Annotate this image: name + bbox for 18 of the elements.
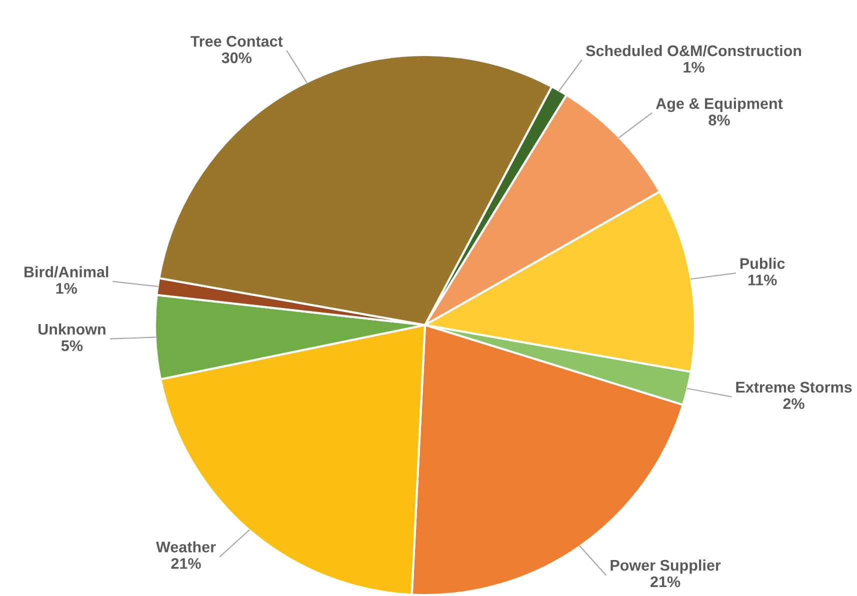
data-label: 1% (56, 283, 77, 294)
data-label: 5% (61, 340, 83, 352)
slice-label: Public (740, 258, 785, 269)
slice-label: Scheduled O&M/Construction (586, 44, 802, 56)
slice-label: Bird/Animal (24, 266, 108, 278)
data-label: 8% (708, 114, 730, 126)
data-label: 21% (171, 558, 201, 569)
data-label: 1% (684, 62, 704, 73)
slice-label: Extreme Storms (736, 382, 852, 393)
slice-label: Tree Contact (190, 36, 283, 47)
data-label: 2% (783, 398, 804, 410)
slice-label: Unknown (38, 323, 106, 335)
slice-label: Power Supplier (610, 559, 721, 574)
slice-label: Weather (156, 541, 216, 552)
data-label: 11% (748, 274, 777, 286)
slice-label: Age & Equipment (656, 98, 783, 112)
data-label: 21% (650, 576, 680, 588)
data-label: 30% (222, 52, 252, 64)
